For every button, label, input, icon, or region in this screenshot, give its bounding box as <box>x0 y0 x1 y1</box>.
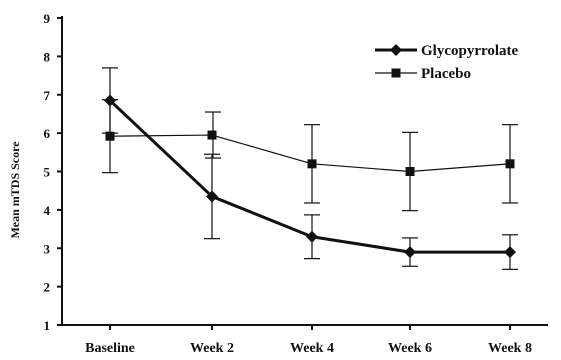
series-layer <box>102 67 518 270</box>
series-line-glycopyrrolate <box>108 99 510 254</box>
series-glycopyrrolate <box>102 67 518 270</box>
data-point-placebo <box>307 159 317 169</box>
data-point-glycopyrrolate <box>306 230 318 243</box>
y-tick-label: 3 <box>44 241 51 256</box>
series-placebo <box>102 99 518 212</box>
data-point-placebo <box>207 130 217 140</box>
data-point-glycopyrrolate <box>104 94 116 107</box>
legend-item-glycopyrrolate: Glycopyrrolate <box>375 43 519 59</box>
x-tick-label: Week 6 <box>388 341 432 356</box>
x-tick-label: Week 4 <box>290 341 334 356</box>
legend-marker-placebo <box>391 68 401 78</box>
y-tick-label: 8 <box>44 49 51 64</box>
data-point-placebo <box>505 159 515 169</box>
x-tick-labels: Baseline Week 2 Week 4 Week 6 Week 8 <box>85 325 532 356</box>
legend-item-placebo: Placebo <box>375 66 471 82</box>
legend-label: Glycopyrrolate <box>421 43 519 59</box>
x-tick-label: Baseline <box>85 341 135 356</box>
data-point-glycopyrrolate <box>206 190 218 203</box>
data-point-placebo <box>405 167 415 176</box>
y-axis-title: Mean mTDS Score <box>8 141 22 239</box>
y-ticks: 1 2 3 4 5 6 7 8 9 <box>44 11 62 333</box>
legend-label: Placebo <box>421 66 471 82</box>
axes <box>61 16 548 326</box>
data-point-glycopyrrolate <box>504 246 516 259</box>
y-tick-label: 4 <box>44 203 51 218</box>
y-tick-label: 9 <box>44 11 51 26</box>
y-tick-label: 1 <box>44 318 51 333</box>
legend: Glycopyrrolate Placebo <box>375 43 519 82</box>
y-tick-label: 5 <box>44 165 51 180</box>
x-tick-label: Week 2 <box>190 341 234 356</box>
y-tick-label: 7 <box>44 88 51 103</box>
y-tick-label: 6 <box>44 126 51 141</box>
legend-marker-glycopyrrolate <box>390 44 402 56</box>
y-tick-label: 2 <box>44 280 51 295</box>
x-tick-label: Week 8 <box>488 341 532 356</box>
data-point-glycopyrrolate <box>404 246 416 259</box>
data-point-placebo <box>105 131 115 141</box>
